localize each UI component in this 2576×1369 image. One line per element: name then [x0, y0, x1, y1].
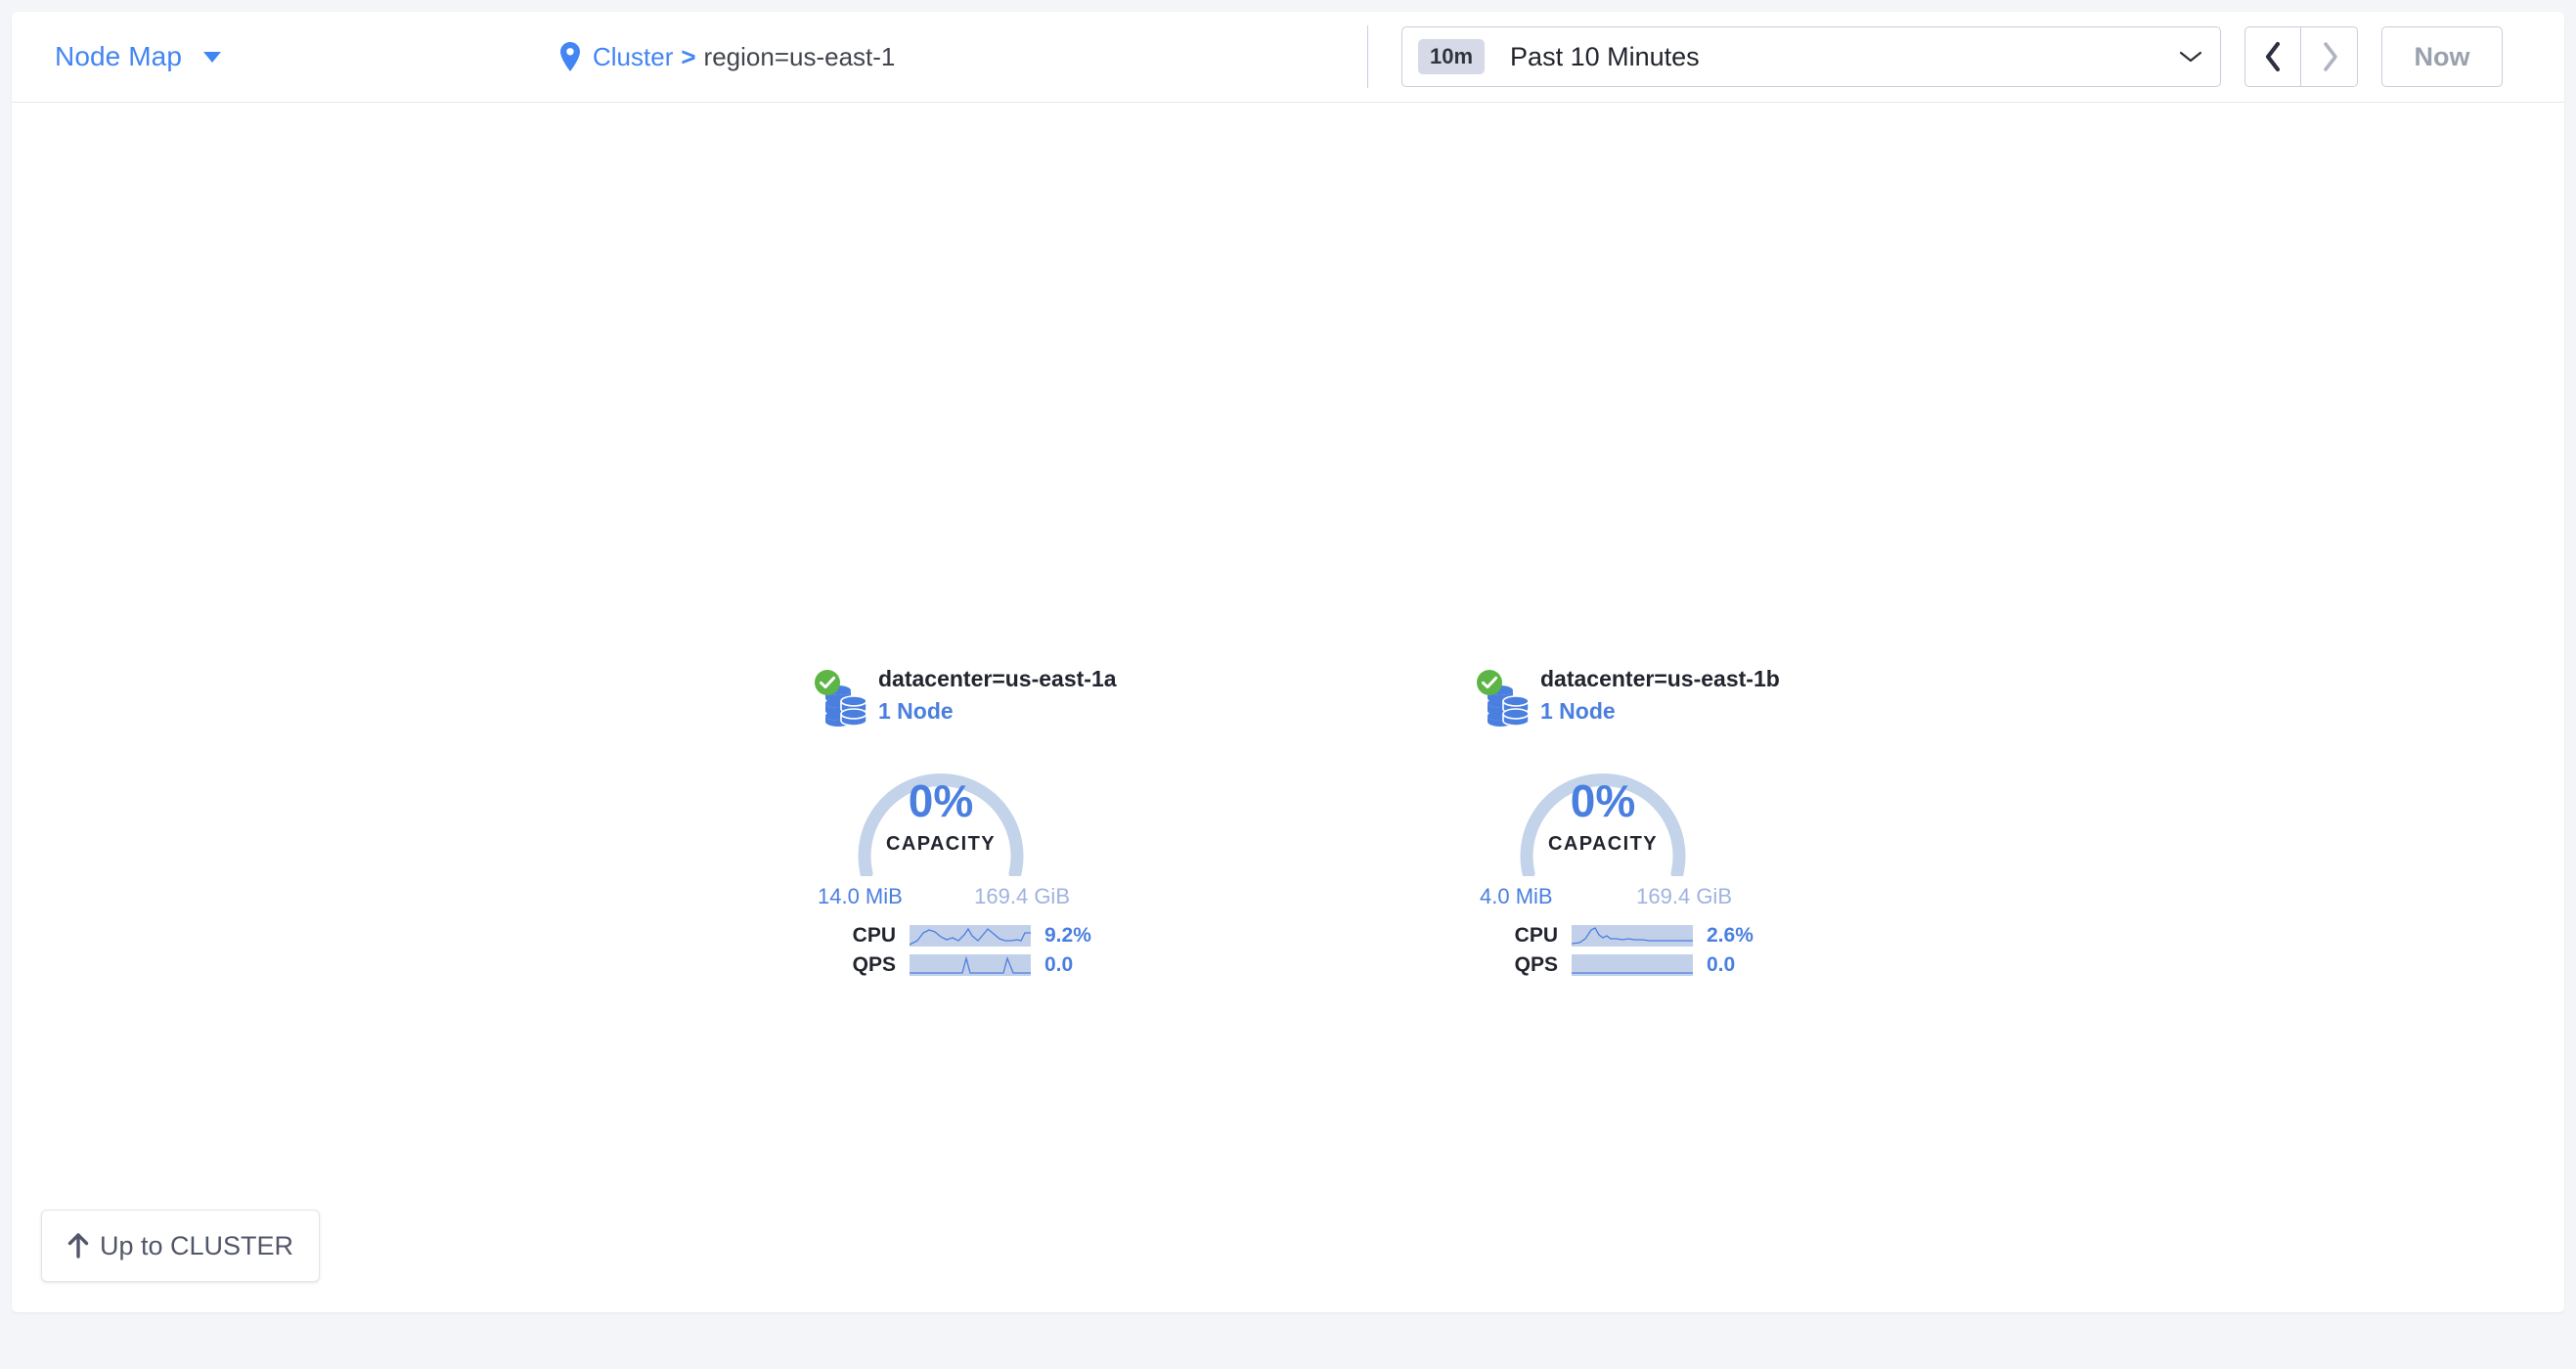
metric-row-qps: QPS 0.0 — [1503, 950, 1808, 980]
capacity-total: 169.4 GiB — [1636, 884, 1732, 908]
cpu-sparkline — [1572, 925, 1693, 947]
breadcrumb-separator: > — [681, 41, 696, 71]
up-to-cluster-button[interactable]: Up to CLUSTER — [41, 1210, 321, 1282]
breadcrumb-current: region=us-east-1 — [703, 41, 896, 71]
view-picker[interactable]: Node Map — [12, 12, 559, 102]
check-circle-icon — [814, 669, 841, 696]
capacity-percent: 0% — [908, 775, 974, 826]
capacity-values: 4.0 MiB 169.4 GiB — [1480, 884, 1732, 909]
metric-value: 2.6% — [1707, 924, 1754, 947]
time-nav-group — [2244, 26, 2358, 87]
time-controls: 10m Past 10 Minutes — [1368, 12, 2564, 102]
breadcrumb-link-cluster[interactable]: Cluster — [593, 41, 674, 71]
time-range-label: Past 10 Minutes — [1510, 41, 1700, 71]
node-icon-wrap — [1476, 669, 1531, 728]
metric-value: 0.0 — [1044, 953, 1074, 976]
arrow-up-icon — [67, 1233, 89, 1259]
node-icon-wrap — [814, 669, 868, 728]
node-group-count[interactable]: 1 Node — [1540, 698, 1616, 725]
metric-row-cpu: CPU 2.6% — [1503, 921, 1808, 950]
metric-label: CPU — [1514, 924, 1558, 947]
capacity-label: CAPACITY — [1548, 833, 1658, 855]
node-group-us-east-1b[interactable]: datacenter=us-east-1b 1 Node 0% CAPACITY… — [1476, 665, 1808, 980]
node-map-canvas: datacenter=us-east-1a 1 Node 0% CAPACITY… — [12, 103, 2564, 1311]
toolbar-divider — [1367, 25, 1368, 88]
capacity-values: 14.0 MiB 169.4 GiB — [818, 884, 1070, 909]
breadcrumb: Cluster > region=us-east-1 — [559, 12, 1367, 102]
check-circle-icon — [1476, 669, 1503, 696]
metric-label: QPS — [852, 953, 896, 976]
chevron-right-icon — [2320, 41, 2339, 72]
database-stack-icon — [1486, 681, 1531, 728]
gauge-center: 0% CAPACITY — [1497, 778, 1709, 856]
node-group-header: datacenter=us-east-1b 1 Node — [1476, 665, 1808, 728]
now-button-label: Now — [2414, 41, 2470, 71]
node-head-text: datacenter=us-east-1b 1 Node — [1540, 665, 1780, 725]
time-range-select[interactable]: 10m Past 10 Minutes — [1401, 26, 2221, 87]
node-head-text: datacenter=us-east-1a 1 Node — [878, 665, 1117, 725]
capacity-percent: 0% — [1570, 775, 1636, 826]
metric-value: 9.2% — [1044, 924, 1091, 947]
capacity-used: 14.0 MiB — [818, 884, 903, 908]
metric-label: QPS — [1514, 953, 1558, 976]
capacity-gauge: 0% CAPACITY — [1497, 743, 1709, 876]
node-metrics: CPU 2.6% QPS 0.0 — [1503, 921, 1808, 980]
location-pin-icon — [559, 42, 581, 71]
qps-sparkline — [1572, 954, 1693, 976]
view-picker-label: Node Map — [55, 41, 182, 71]
qps-sparkline — [910, 954, 1031, 976]
up-to-cluster-label: Up to CLUSTER — [100, 1230, 294, 1260]
metric-value: 0.0 — [1707, 953, 1736, 976]
chevron-down-icon — [203, 51, 221, 63]
node-group-us-east-1a[interactable]: datacenter=us-east-1a 1 Node 0% CAPACITY… — [814, 665, 1146, 980]
metric-row-cpu: CPU 9.2% — [841, 921, 1146, 950]
gauge-center: 0% CAPACITY — [835, 778, 1046, 856]
node-group-count[interactable]: 1 Node — [878, 698, 954, 725]
capacity-total: 169.4 GiB — [974, 884, 1070, 908]
app-card: Node Map Cluster > region=us-east-1 10m … — [12, 12, 2564, 1312]
time-next-button[interactable] — [2301, 26, 2358, 87]
chevron-left-icon — [2263, 41, 2283, 72]
chevron-down-icon — [2179, 50, 2202, 64]
toolbar: Node Map Cluster > region=us-east-1 10m … — [12, 12, 2564, 103]
time-range-badge: 10m — [1418, 39, 1486, 74]
node-group-title: datacenter=us-east-1a — [878, 666, 1117, 691]
node-group-title: datacenter=us-east-1b — [1540, 666, 1780, 691]
node-group-header: datacenter=us-east-1a 1 Node — [814, 665, 1146, 728]
node-metrics: CPU 9.2% QPS 0.0 — [841, 921, 1146, 980]
cpu-sparkline — [910, 925, 1031, 947]
time-prev-button[interactable] — [2244, 26, 2301, 87]
metric-label: CPU — [852, 924, 896, 947]
capacity-used: 4.0 MiB — [1480, 884, 1553, 908]
metric-row-qps: QPS 0.0 — [841, 950, 1146, 980]
capacity-gauge: 0% CAPACITY — [835, 743, 1046, 876]
now-button[interactable]: Now — [2381, 26, 2503, 87]
database-stack-icon — [823, 681, 868, 728]
capacity-label: CAPACITY — [886, 833, 996, 855]
